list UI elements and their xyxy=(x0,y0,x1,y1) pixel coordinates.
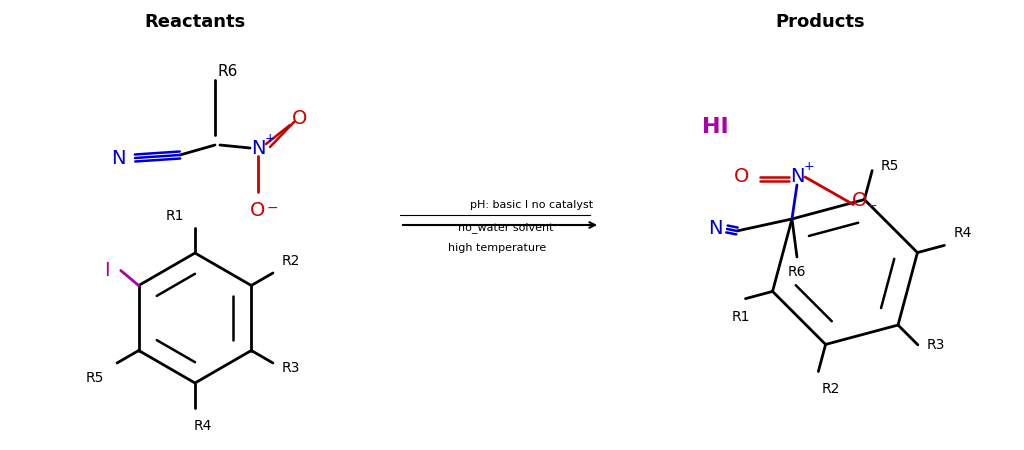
Text: −: − xyxy=(266,201,278,215)
Text: O: O xyxy=(734,167,750,186)
Text: +: + xyxy=(804,161,814,173)
Text: R2: R2 xyxy=(821,382,840,396)
Text: R4: R4 xyxy=(953,226,972,240)
Text: R5: R5 xyxy=(881,158,899,173)
Text: −: − xyxy=(867,200,878,213)
Text: N: N xyxy=(111,148,125,167)
Text: Products: Products xyxy=(775,13,865,31)
Text: +: + xyxy=(264,131,275,144)
Text: Reactants: Reactants xyxy=(144,13,246,31)
Text: R3: R3 xyxy=(927,338,945,352)
Text: R6: R6 xyxy=(787,265,806,279)
Text: R5: R5 xyxy=(86,371,104,385)
Text: R6: R6 xyxy=(218,64,239,80)
Text: I: I xyxy=(103,261,110,280)
Text: O: O xyxy=(292,108,307,127)
Text: O: O xyxy=(852,191,867,210)
Text: N: N xyxy=(790,167,804,186)
Text: N: N xyxy=(251,139,265,158)
Text: R4: R4 xyxy=(194,419,212,433)
Text: R3: R3 xyxy=(282,361,300,375)
Text: R2: R2 xyxy=(282,254,300,268)
Text: no_water solvent: no_water solvent xyxy=(458,223,554,234)
Text: R1: R1 xyxy=(731,310,750,324)
Text: HI: HI xyxy=(701,117,728,137)
Text: R1: R1 xyxy=(166,209,184,223)
Text: high temperature: high temperature xyxy=(449,243,546,253)
Text: O: O xyxy=(250,201,265,220)
Text: pH: basic I no catalyst: pH: basic I no catalyst xyxy=(470,200,593,210)
Text: N: N xyxy=(708,220,722,238)
